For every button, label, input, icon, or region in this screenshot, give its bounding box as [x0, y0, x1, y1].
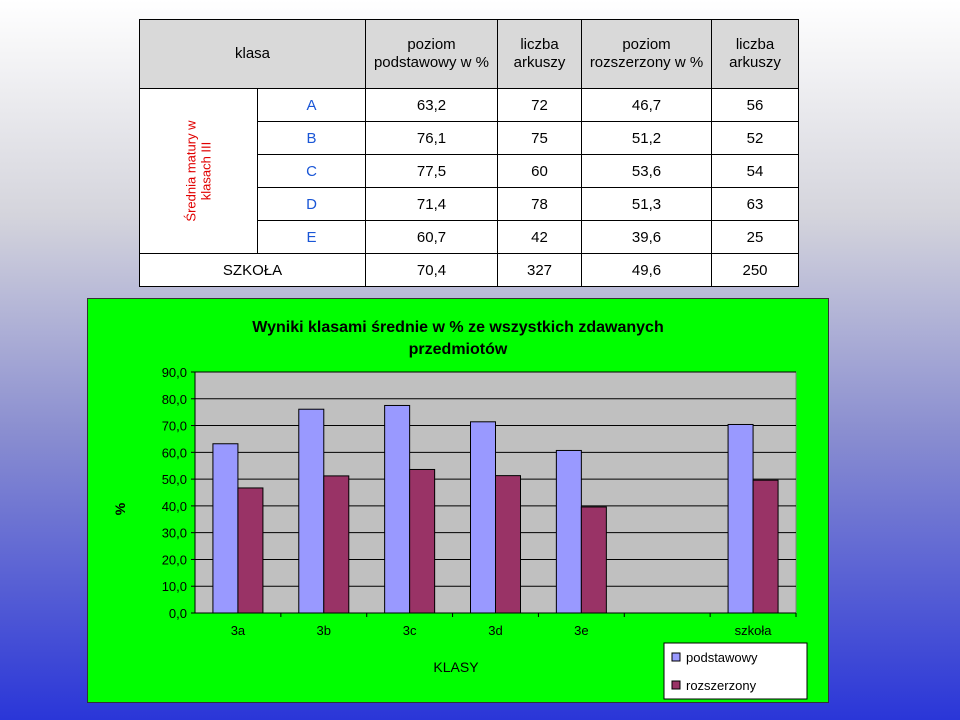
table-header-row: klasa poziom podstawowy w % liczba arkus… [139, 19, 799, 89]
value-cell: 75 [497, 121, 582, 155]
total-value: 70,4 [365, 253, 498, 287]
total-value: 49,6 [581, 253, 712, 287]
value-cell: 39,6 [581, 220, 712, 254]
y-tick-label: 70,0 [162, 419, 187, 434]
chart-title: Wyniki klasami średnie w % ze wszystkich… [252, 319, 663, 336]
y-tick-label: 20,0 [162, 552, 187, 567]
table-row: D 71,4 78 51,3 63 [140, 187, 799, 221]
bar-podstawowy [555, 449, 582, 614]
legend-label: podstawowy [686, 650, 758, 665]
bar-podstawowy [727, 423, 754, 614]
bar-podstawowy [298, 408, 325, 614]
value-cell: 60,7 [365, 220, 498, 254]
x-tick-label: 3e [574, 623, 588, 638]
value-cell: 72 [497, 88, 582, 122]
header-text-line: arkuszy [729, 54, 781, 71]
bar-rozszerzony [409, 468, 436, 614]
y-axis-label: % [112, 502, 128, 515]
bar-rozszerzony [237, 487, 264, 614]
side-label-line: Średnia matury w [183, 119, 199, 222]
table-row: E 60,7 42 39,6 25 [140, 220, 799, 254]
value-cell: 25 [711, 220, 799, 254]
y-tick-label: 60,0 [162, 445, 187, 460]
total-label: SZKOŁA [139, 253, 366, 287]
x-axis-label: KLASY [433, 659, 479, 675]
x-tick-label: szkoła [735, 623, 773, 638]
header-text-line: liczba [735, 36, 775, 53]
y-tick-label: 80,0 [162, 392, 187, 407]
header-poziom-podstawowy: poziom podstawowy w % [365, 19, 498, 89]
y-tick-label: 10,0 [162, 579, 187, 594]
table-row: C 77,5 60 53,6 54 [140, 154, 799, 188]
side-label: Średnia matury w klasach III [184, 120, 214, 221]
class-cell: B [257, 121, 366, 155]
chart-panel: Wyniki klasami średnie w % ze wszystkich… [87, 298, 829, 703]
value-cell: 71,4 [365, 187, 498, 221]
bar-chart: Wyniki klasami średnie w % ze wszystkich… [112, 319, 808, 700]
results-table: klasa poziom podstawowy w % liczba arkus… [139, 19, 799, 287]
bar-rozszerzony [323, 475, 350, 614]
header-klasa: klasa [139, 19, 366, 89]
bar-rozszerzony [580, 506, 607, 614]
total-value: 327 [497, 253, 582, 287]
value-cell: 54 [711, 154, 799, 188]
header-text-line: poziom [407, 36, 456, 53]
total-value: 250 [711, 253, 799, 287]
value-cell: 51,2 [581, 121, 712, 155]
header-text-line: arkuszy [513, 54, 566, 71]
x-tick-label: 3c [403, 623, 417, 638]
value-cell: 56 [711, 88, 799, 122]
side-label-cell: Średnia matury w klasach III [139, 88, 258, 254]
bar-podstawowy [384, 404, 411, 614]
value-cell: 63,2 [365, 88, 498, 122]
value-cell: 53,6 [581, 154, 712, 188]
table-row: Średnia matury w klasach III A 63,2 72 4… [139, 88, 799, 254]
legend-swatch [671, 680, 681, 690]
header-text-line: podstawowy w % [373, 54, 490, 71]
x-tick-label: 3d [488, 623, 502, 638]
value-cell: 51,3 [581, 187, 712, 221]
legend-label: rozszerzony [686, 678, 757, 693]
y-tick-label: 0,0 [169, 606, 187, 621]
table-total-row: SZKOŁA 70,4 327 49,6 250 [139, 253, 799, 287]
class-cell: C [257, 154, 366, 188]
header-liczba-arkuszy-1: liczba arkuszy [497, 19, 582, 89]
x-tick-label: 3a [231, 623, 246, 638]
legend-box [663, 642, 808, 700]
bar-podstawowy [470, 421, 496, 614]
value-cell: 76,1 [365, 121, 498, 155]
y-tick-label: 40,0 [162, 499, 187, 514]
bar-rozszerzony [495, 475, 521, 614]
value-cell: 77,5 [365, 154, 498, 188]
class-cell: E [257, 220, 366, 254]
y-tick-label: 50,0 [162, 472, 187, 487]
header-liczba-arkuszy-2: liczba arkuszy [711, 19, 799, 89]
value-cell: 52 [711, 121, 799, 155]
header-text-line: liczba [520, 36, 559, 53]
value-cell: 42 [497, 220, 582, 254]
header-poziom-rozszerzony: poziom rozszerzony w % [581, 19, 712, 89]
header-text-line: poziom [622, 36, 671, 53]
class-cell: D [257, 187, 366, 221]
value-cell: 46,7 [581, 88, 712, 122]
bar-podstawowy [212, 443, 239, 614]
x-tick-label: 3b [317, 623, 331, 638]
side-label-line: klasach III [198, 141, 214, 200]
header-text-line: rozszerzony w % [589, 54, 704, 71]
legend-swatch [671, 652, 681, 662]
class-cell: A [257, 88, 366, 122]
value-cell: 78 [497, 187, 582, 221]
y-tick-label: 90,0 [162, 365, 187, 380]
value-cell: 60 [497, 154, 582, 188]
chart-title: przedmiotów [409, 341, 508, 358]
bar-rozszerzony [752, 479, 779, 614]
y-tick-label: 30,0 [162, 526, 187, 541]
value-cell: 63 [711, 187, 799, 221]
